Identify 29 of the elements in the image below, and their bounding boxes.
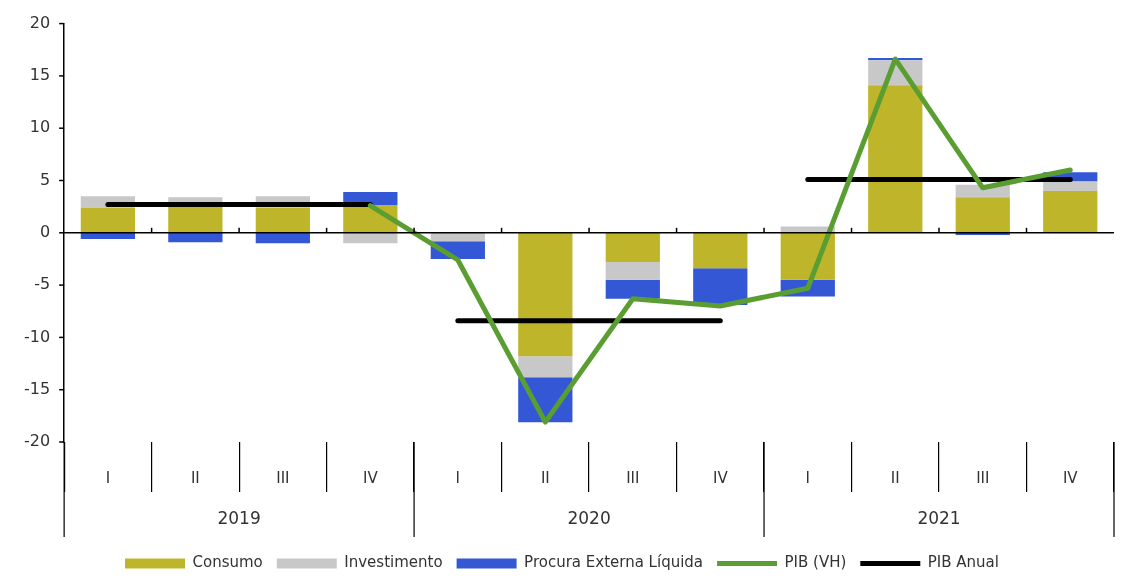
y-tick-label: -10: [23, 326, 51, 346]
y-tick-label: 5: [39, 169, 51, 189]
x-tick-label: II: [190, 468, 200, 487]
legend-label: PIB (VH): [784, 553, 847, 572]
x-tick-label: III: [626, 468, 640, 487]
legend-label: Procura Externa Líquida: [524, 553, 704, 572]
y-tick-label: -15: [23, 378, 51, 398]
x-tick-label: IV: [1062, 468, 1079, 487]
y-tick-label: -20: [23, 431, 51, 451]
y-tick-label: -5: [34, 274, 51, 294]
x-tick-label: III: [276, 468, 290, 487]
y-tick-label: 0: [39, 221, 51, 241]
x-tick-label: I: [805, 468, 811, 487]
legend-label: Investimento: [344, 553, 443, 572]
y-tick-label: 15: [29, 65, 51, 85]
legend-label: Consumo: [192, 553, 263, 572]
y-tick-label: 10: [29, 117, 51, 137]
x-tick-label: IV: [363, 468, 379, 487]
y-tick-label: 20: [29, 12, 51, 32]
legend-label: PIB Anual: [927, 553, 999, 572]
x-tick-label: III: [976, 468, 990, 487]
x-tick-label: II: [540, 468, 550, 487]
x-tick-label: II: [890, 468, 900, 487]
x-tick-label: I: [455, 468, 461, 487]
x-tick-label: I: [105, 468, 111, 487]
text: 2020: [567, 508, 611, 529]
text: 2019: [217, 508, 261, 529]
x-tick-label: IV: [712, 468, 729, 487]
text: 2021: [917, 508, 961, 529]
